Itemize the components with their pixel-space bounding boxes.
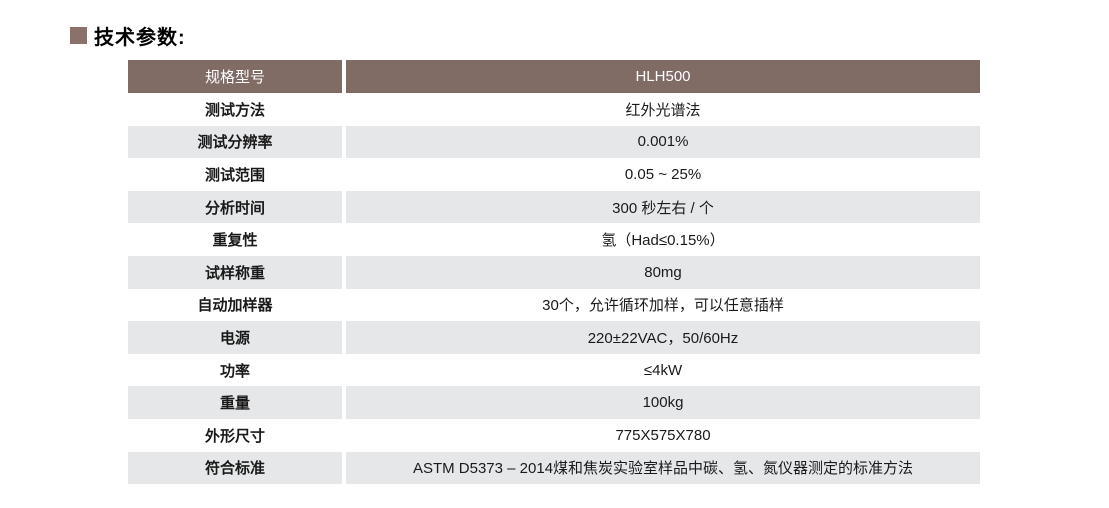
param-value: 氢（Had≤0.15%） (342, 223, 980, 256)
square-bullet-icon (70, 27, 87, 44)
table-row: 电源 220±22VAC，50/60Hz (128, 321, 980, 354)
table-row: 重复性 氢（Had≤0.15%） (128, 223, 980, 256)
param-value: 220±22VAC，50/60Hz (342, 321, 980, 354)
param-label: 重量 (128, 386, 342, 419)
table-header: 规格型号 HLH500 (128, 60, 980, 93)
table-row: 试样称重 80mg (128, 255, 980, 289)
param-label: 测试方法 (128, 93, 342, 126)
page-title: 技术参数: (94, 27, 186, 49)
table-row: 重量 100kg (128, 386, 980, 419)
param-value: 300 秒左右 / 个 (342, 190, 980, 224)
param-value: 红外光谱法 (342, 93, 980, 126)
param-value: 0.001% (342, 125, 980, 159)
param-label: 功率 (128, 353, 342, 387)
table-row: 符合标准 ASTM D5373 – 2014煤和焦炭实验室样品中碳、氢、氮仪器测… (128, 451, 980, 485)
param-value: 30个，允许循环加样，可以任意插样 (342, 288, 980, 322)
param-label: 测试范围 (128, 158, 342, 191)
table-row: 分析时间 300 秒左右 / 个 (128, 190, 980, 224)
param-value: 100kg (342, 386, 980, 419)
table-body: 测试方法 红外光谱法 测试分辨率 0.001% 测试范围 0.05 ~ 25% … (128, 93, 980, 485)
table-row: 测试范围 0.05 ~ 25% (128, 158, 980, 191)
param-label: 自动加样器 (128, 288, 342, 322)
param-label: 分析时间 (128, 190, 342, 224)
param-value: ASTM D5373 – 2014煤和焦炭实验室样品中碳、氢、氮仪器测定的标准方… (342, 451, 980, 485)
param-value: 80mg (342, 255, 980, 289)
section-title-bar: 技术参数: (70, 21, 186, 50)
param-label: 重复性 (128, 223, 342, 256)
table-row: 自动加样器 30个，允许循环加样，可以任意插样 (128, 288, 980, 322)
specs-table: 规格型号 HLH500 测试方法 红外光谱法 测试分辨率 0.001% 测试范围… (128, 60, 980, 485)
table-row: 测试分辨率 0.001% (128, 125, 980, 159)
table-row: 外形尺寸 775X575X780 (128, 418, 980, 452)
param-label: 外形尺寸 (128, 418, 342, 452)
table-header-model: HLH500 (342, 60, 980, 93)
table-header-row: 规格型号 HLH500 (128, 60, 980, 93)
table-row: 测试方法 红外光谱法 (128, 93, 980, 126)
param-value: 0.05 ~ 25% (342, 158, 980, 191)
param-value: ≤4kW (342, 353, 980, 387)
param-label: 电源 (128, 321, 342, 354)
table-row: 功率 ≤4kW (128, 353, 980, 387)
param-label: 测试分辨率 (128, 125, 342, 159)
param-label: 试样称重 (128, 255, 342, 289)
param-label: 符合标准 (128, 451, 342, 485)
table-header-param: 规格型号 (128, 60, 342, 93)
param-value: 775X575X780 (342, 418, 980, 452)
